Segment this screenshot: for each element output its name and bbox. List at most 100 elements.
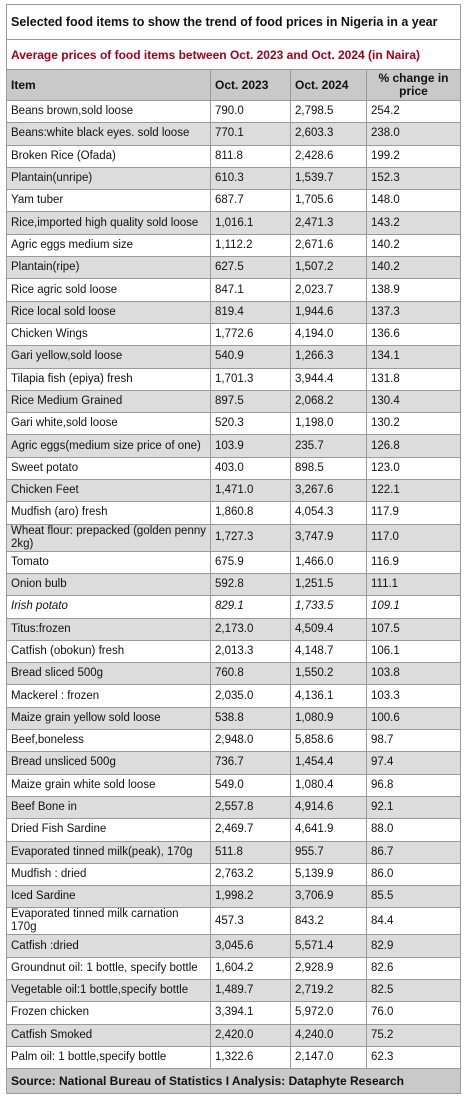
value-cell: 1,466.0 [290, 550, 367, 574]
table-row: Titus:frozen 2,173.0 4,509.4 107.5 [6, 617, 462, 641]
value-cell: 103.9 [210, 434, 291, 458]
value-cell: 790.0 [210, 99, 291, 124]
value-cell: 2,763.2 [210, 862, 291, 887]
table-row: Vegetable oil:1 bottle,specify bottle 1,4… [6, 978, 462, 1003]
source: Source: National Bureau of Statistics I … [5, 1068, 462, 1095]
value-cell: 687.7 [210, 189, 291, 213]
value-cell: 538.8 [210, 706, 291, 731]
table-row: Onion bulb 592.8 1,251.5 111.1 [6, 572, 462, 597]
value-cell: 116.9 [365, 550, 462, 574]
value-cell: 627.5 [210, 256, 291, 280]
table-row: Rice Medium Grained 897.5 2,068.2 130.4 [6, 389, 462, 414]
table-row: Maize grain white sold loose 549.0 1,080.4… [6, 773, 462, 797]
value-cell: 520.3 [210, 412, 291, 436]
column-header: Item [6, 69, 211, 101]
value-cell: 98.7 [365, 729, 462, 753]
value-cell: 2,948.0 [210, 729, 291, 753]
value-cell: 4,054.3 [290, 501, 367, 525]
value-cell: 3,747.9 [290, 523, 367, 552]
table-container: Selected food items to show the trend of… [5, 4, 462, 1095]
item-cell: Agric eggs(medium size price of one) [6, 434, 211, 458]
item-cell: Groundnut oil: 1 bottle, specify bottle [6, 956, 211, 980]
value-cell: 103.3 [365, 684, 462, 708]
value-cell: 1,998.2 [210, 885, 291, 909]
item-cell: Titus:frozen [6, 617, 211, 641]
value-cell: 897.5 [210, 389, 291, 414]
table-row: Bread unsliced 500g 736.7 1,454.4 97.4 [6, 751, 462, 775]
value-cell: 134.1 [365, 345, 462, 369]
value-cell: 592.8 [210, 572, 291, 597]
value-cell: 736.7 [210, 751, 291, 775]
table-row: Gari yellow,sold loose 540.9 1,266.3 134.1 [6, 345, 462, 369]
item-cell: Iced Sardine [6, 885, 211, 909]
value-cell: 1,733.5 [290, 595, 367, 619]
item-cell: Onion bulb [6, 572, 211, 597]
value-cell: 5,858.6 [290, 729, 367, 753]
value-cell: 1,322.6 [210, 1045, 291, 1070]
value-cell: 126.8 [365, 434, 462, 458]
table-row: Tilapia fish (epiya) fresh 1,701.3 3,944.4… [6, 367, 462, 391]
value-cell: 5,571.4 [290, 934, 367, 958]
item-cell: Gari yellow,sold loose [6, 345, 211, 369]
item-cell: Mudfish : dried [6, 862, 211, 887]
value-cell: 2,471.3 [290, 211, 367, 235]
value-cell: 5,972.0 [290, 1001, 367, 1025]
item-cell: Beans brown,sold loose [6, 99, 211, 124]
value-cell: 75.2 [365, 1023, 462, 1047]
value-cell: 122.1 [365, 479, 462, 503]
value-cell: 1,727.3 [210, 523, 291, 552]
table-row: Mudfish (aro) fresh 1,860.8 4,054.3 117.9 [6, 501, 462, 525]
value-cell: 131.8 [365, 367, 462, 391]
value-cell: 2,420.0 [210, 1023, 291, 1047]
value-cell: 1,251.5 [290, 572, 367, 597]
column-header: Oct. 2023 [210, 69, 291, 101]
value-cell: 2,671.6 [290, 233, 367, 258]
value-cell: 549.0 [210, 773, 291, 797]
item-cell: Palm oil: 1 bottle,specify bottle [6, 1045, 211, 1070]
value-cell: 97.4 [365, 751, 462, 775]
item-cell: Evaporated tinned milk carnation 170g [6, 907, 211, 936]
value-cell: 1,112.2 [210, 233, 291, 258]
table-row: Dried Fish Sardine 2,469.7 4,641.9 88.0 [6, 818, 462, 842]
value-cell: 843.2 [290, 907, 367, 936]
item-cell: Mackerel : frozen [6, 684, 211, 708]
item-cell: Plantain(ripe) [6, 256, 211, 280]
item-cell: Agric eggs medium size [6, 233, 211, 258]
value-cell: 86.7 [365, 840, 462, 864]
value-cell: 2,035.0 [210, 684, 291, 708]
value-cell: 4,240.0 [290, 1023, 367, 1047]
value-cell: 1,489.7 [210, 978, 291, 1003]
value-cell: 85.5 [365, 885, 462, 909]
value-cell: 86.0 [365, 862, 462, 887]
item-cell: Bread unsliced 500g [6, 751, 211, 775]
value-cell: 1,705.6 [290, 189, 367, 213]
item-cell: Yam tuber [6, 189, 211, 213]
item-cell: Chicken Wings [6, 322, 211, 347]
value-cell: 238.0 [365, 122, 462, 146]
value-cell: 1,772.6 [210, 322, 291, 347]
value-cell: 4,914.6 [290, 795, 367, 820]
item-cell: Catfish (obokun) fresh [6, 639, 211, 664]
value-cell: 140.2 [365, 233, 462, 258]
table-row: Evaporated tinned milk(peak), 170g 511.8 9… [6, 840, 462, 864]
value-cell: 2,603.3 [290, 122, 367, 146]
value-cell: 254.2 [365, 99, 462, 124]
value-cell: 4,641.9 [290, 818, 367, 842]
item-cell: Broken Rice (Ofada) [6, 144, 211, 168]
column-header: % change in price [365, 69, 462, 101]
value-cell: 770.1 [210, 122, 291, 146]
column-header: Oct. 2024 [290, 69, 367, 101]
item-cell: Gari white,sold loose [6, 412, 211, 436]
value-cell: 4,194.0 [290, 322, 367, 347]
table-row: Sweet potato 403.0 898.5 123.0 [6, 456, 462, 481]
table-row: Rice local sold loose 819.4 1,944.6 137.3 [6, 300, 462, 324]
value-cell: 107.5 [365, 617, 462, 641]
value-cell: 137.3 [365, 300, 462, 324]
value-cell: 1,539.7 [290, 166, 367, 191]
title: Selected food items to show the trend of… [5, 4, 462, 40]
value-cell: 84.4 [365, 907, 462, 936]
value-cell: 82.9 [365, 934, 462, 958]
item-cell: Dried Fish Sardine [6, 818, 211, 842]
table-row: Gari white,sold loose 520.3 1,198.0 130.2 [6, 412, 462, 436]
value-cell: 1,080.4 [290, 773, 367, 797]
